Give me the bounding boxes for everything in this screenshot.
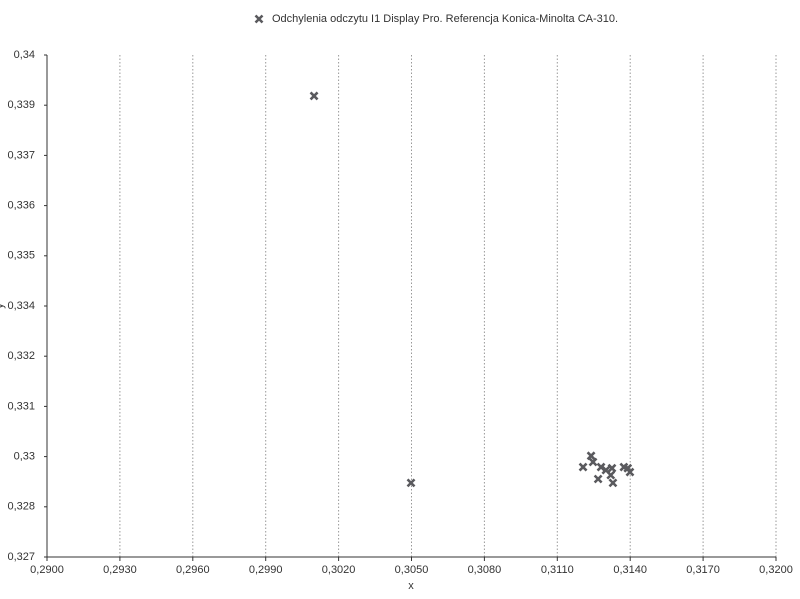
x-tick-label: 0,3140: [613, 564, 647, 576]
x-tick-label: 0,3170: [686, 564, 720, 576]
point: [593, 474, 603, 484]
y-tick-label: 0,339: [7, 99, 35, 111]
x-tick-label: 0,2930: [103, 564, 137, 576]
point: [606, 470, 616, 480]
x-tick-label: 0,3020: [322, 564, 356, 576]
point: [588, 457, 598, 467]
x-axis-label: x: [408, 580, 414, 592]
y-axis-label: y: [0, 303, 6, 309]
point: [309, 91, 319, 101]
x-tick-label: 0,3050: [395, 564, 429, 576]
x-tick-label: 0,2990: [249, 564, 283, 576]
x-tick-label: 0,2960: [176, 564, 210, 576]
point: [578, 462, 588, 472]
point: [607, 463, 617, 473]
x-tick-label: 0,3200: [759, 564, 793, 576]
x-tick-label: 0,2900: [30, 564, 64, 576]
point: [586, 451, 596, 461]
x-tick-label: 0,3080: [468, 564, 502, 576]
y-tick-label: 0,33: [14, 451, 35, 463]
y-tick-label: 0,327: [7, 551, 35, 563]
y-tick-label: 0,332: [7, 350, 35, 362]
y-tick-label: 0,335: [7, 250, 35, 262]
legend-marker: [254, 14, 264, 24]
legend-label: Odchylenia odczytu I1 Display Pro. Refer…: [272, 13, 618, 25]
y-tick-label: 0,34: [14, 49, 35, 61]
point: [608, 478, 618, 488]
point: [625, 467, 635, 477]
y-tick-label: 0,328: [7, 501, 35, 513]
x-tick-label: 0,3110: [541, 564, 574, 576]
y-tick-label: 0,331: [7, 400, 35, 412]
y-tick-label: 0,334: [7, 300, 35, 312]
y-tick-label: 0,337: [7, 149, 35, 161]
point: [406, 478, 416, 488]
y-tick-label: 0,336: [7, 200, 35, 212]
